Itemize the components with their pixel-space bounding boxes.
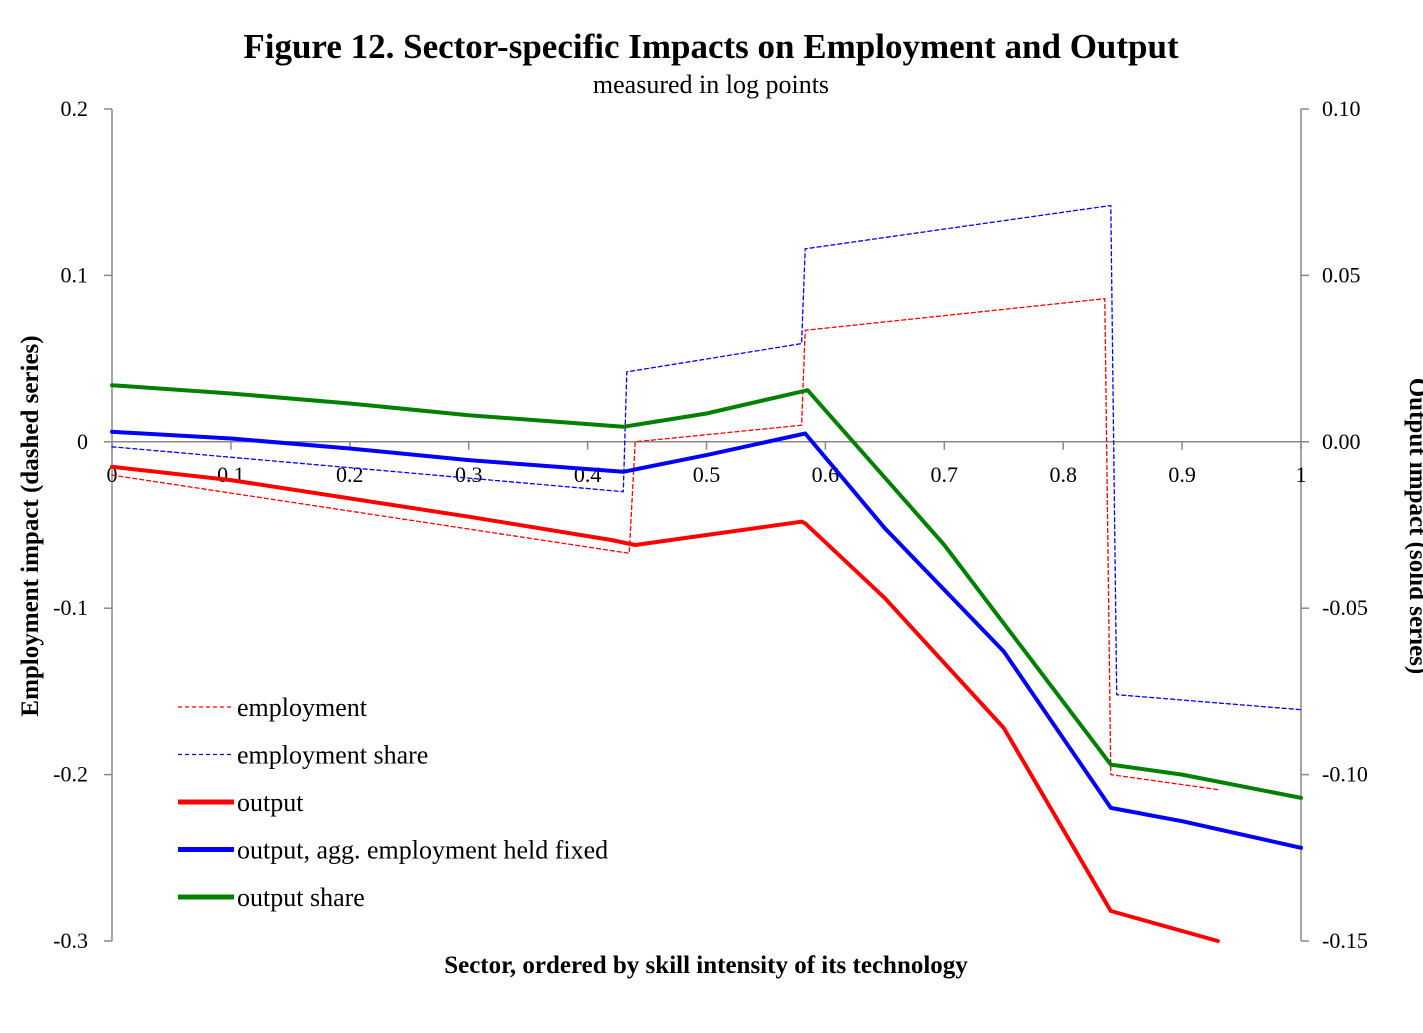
x-tick-label: 0.9 xyxy=(1168,462,1196,487)
series-group xyxy=(110,204,1303,943)
series-line-employment xyxy=(111,298,1219,791)
x-tick-label: 0.7 xyxy=(931,462,959,487)
chart-subtitle: measured in log points xyxy=(593,70,829,99)
x-tick-label: 0.2 xyxy=(336,462,364,487)
legend-label: employment share xyxy=(237,741,428,770)
axes: -0.3-0.2-0.100.10.2-0.15-0.10-0.050.000.… xyxy=(53,96,1368,953)
y-right-tick-label: -0.05 xyxy=(1322,595,1368,620)
y-axis-left-title: Employment impact (dashed series) xyxy=(17,335,44,716)
y-left-tick-label: 0 xyxy=(77,429,88,454)
y-right-tick-label: -0.10 xyxy=(1322,762,1368,787)
x-tick-label: 0 xyxy=(107,462,118,487)
series-line-output-share xyxy=(110,383,1303,800)
legend-label: output, agg. employment held fixed xyxy=(237,836,608,865)
y-right-tick-label: -0.15 xyxy=(1322,928,1368,953)
series-line-output xyxy=(110,464,1220,943)
x-tick-label: 1 xyxy=(1296,462,1307,487)
y-left-tick-label: 0.1 xyxy=(61,262,89,287)
y-right-tick-label: 0.05 xyxy=(1322,262,1361,287)
x-tick-label: 0.3 xyxy=(455,462,483,487)
legend-label: output share xyxy=(237,883,365,912)
x-tick-label: 0.8 xyxy=(1049,462,1077,487)
chart-title: Figure 12. Sector-specific Impacts on Em… xyxy=(243,27,1179,66)
series-line-output-agg-employment-held-fixed xyxy=(110,429,1303,850)
x-tick-label: 0.5 xyxy=(693,462,721,487)
x-tick-label: 0.4 xyxy=(574,462,602,487)
legend-label: output xyxy=(237,788,304,817)
y-right-tick-label: 0.10 xyxy=(1322,96,1361,121)
y-right-tick-label: 0.00 xyxy=(1322,429,1361,454)
legend-label: employment xyxy=(237,693,368,722)
series-line-employment-share xyxy=(111,204,1302,711)
x-axis-title: Sector, ordered by skill intensity of it… xyxy=(444,952,968,979)
y-axis-right-title: Output impact (solid series) xyxy=(1404,378,1423,675)
y-left-tick-label: 0.2 xyxy=(61,96,89,121)
legend: employment employment share output output, … xyxy=(178,693,608,912)
y-left-tick-label: -0.2 xyxy=(53,762,88,787)
y-left-tick-label: -0.1 xyxy=(53,595,88,620)
x-tick-label: 0.6 xyxy=(812,462,840,487)
y-left-tick-label: -0.3 xyxy=(53,928,88,953)
